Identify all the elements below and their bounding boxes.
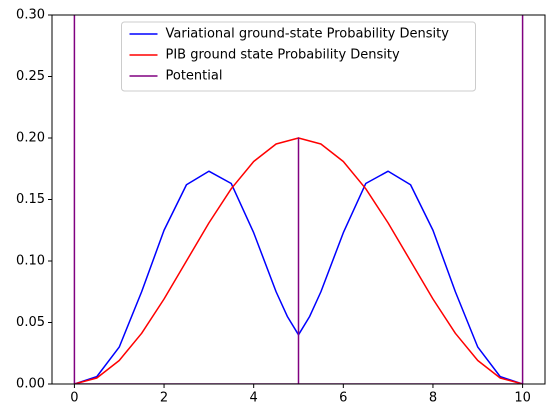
y-tick-label: 0.15 xyxy=(16,192,45,207)
legend-label: Variational ground-state Probability Den… xyxy=(166,27,450,42)
line-series xyxy=(73,15,524,384)
y-tick-label: 0.30 xyxy=(16,8,45,23)
y-tick-label: 0.10 xyxy=(16,254,45,269)
y-tick-label: 0.20 xyxy=(16,131,45,146)
x-tick-label: 8 xyxy=(429,391,437,406)
plot-area xyxy=(73,15,524,384)
legend-label: Potential xyxy=(166,69,223,84)
x-tick-label: 4 xyxy=(250,391,258,406)
y-tick-label: 0.00 xyxy=(16,377,45,392)
y-tick-label: 0.05 xyxy=(16,315,45,330)
legend-box xyxy=(121,21,476,92)
x-tick-label: 2 xyxy=(160,391,168,406)
legend-label: PIB ground state Probability Density xyxy=(166,48,400,63)
y-tick-label: 0.25 xyxy=(16,69,45,84)
x-tick-label: 0 xyxy=(70,391,78,406)
x-tick-label: 6 xyxy=(339,391,347,406)
x-tick-label: 10 xyxy=(514,391,531,406)
